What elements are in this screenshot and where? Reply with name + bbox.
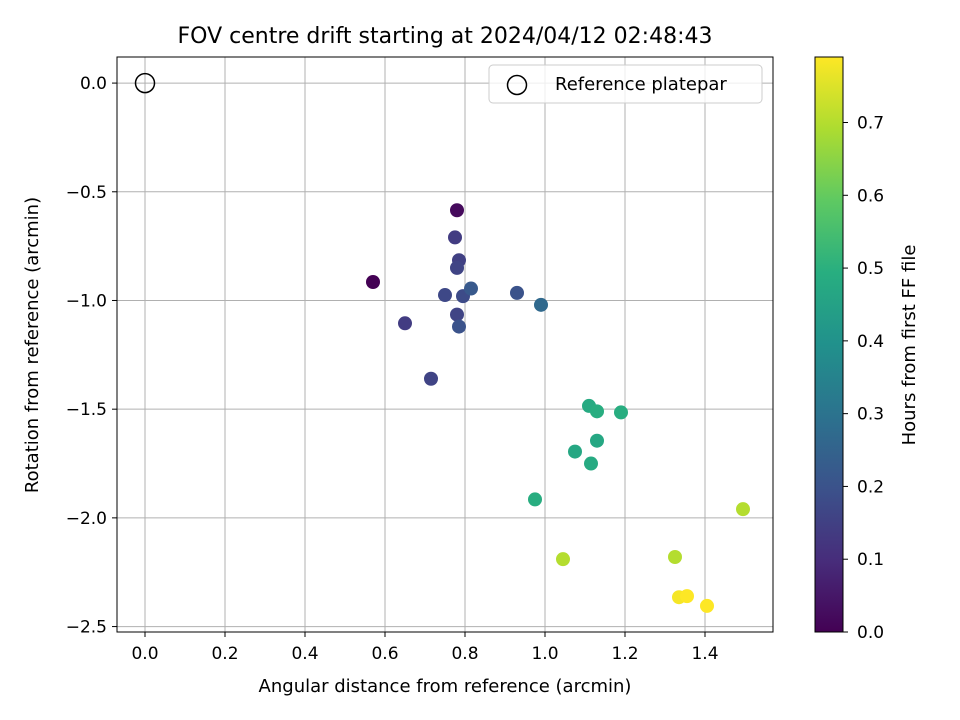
- x-tick-label: 0.8: [451, 644, 478, 664]
- y-tick-label: −2.0: [66, 509, 107, 529]
- y-axis-label: Rotation from reference (arcmin): [22, 197, 43, 493]
- data-point: [464, 281, 478, 296]
- x-axis-label: Angular distance from reference (arcmin): [259, 676, 632, 697]
- gridlines: [117, 57, 773, 632]
- data-point: [584, 456, 598, 471]
- x-tick-label: 1.2: [611, 644, 638, 664]
- y-tick-label: −0.5: [66, 183, 107, 203]
- legend-label: Reference platepar: [555, 74, 727, 95]
- data-point: [366, 275, 380, 289]
- legend: Reference platepar: [488, 64, 763, 104]
- legend-box: [488, 64, 763, 104]
- colorbar-ticks: 0.0 0.1 0.2 0.3 0.4 0.5 0.6 0.7: [843, 114, 884, 643]
- y-axis-ticks: 0.0 −0.5 −1.0 −1.5 −2.0 −2.5: [66, 74, 117, 638]
- data-point: [534, 297, 548, 312]
- y-tick-label: −1.0: [66, 291, 107, 311]
- x-tick-label: 0.0: [131, 644, 158, 664]
- y-tick-label: −1.5: [66, 400, 107, 420]
- data-point: [450, 260, 464, 275]
- reference-marker: [134, 72, 156, 94]
- x-tick-label: 0.4: [291, 644, 318, 664]
- x-tick-label: 1.0: [531, 644, 558, 664]
- colorbar: [814, 56, 844, 633]
- colorbar-tick-label: 0.7: [857, 114, 884, 134]
- data-point: [700, 598, 714, 613]
- data-point: [398, 316, 412, 331]
- data-point: [590, 404, 604, 419]
- data-point: [556, 552, 570, 567]
- data-points: [366, 203, 750, 613]
- data-point: [450, 307, 464, 322]
- data-point: [736, 502, 750, 517]
- colorbar-tick-label: 0.6: [857, 186, 884, 206]
- data-point: [668, 550, 682, 564]
- data-point: [424, 371, 438, 386]
- data-point: [450, 203, 464, 218]
- data-point: [528, 492, 542, 507]
- x-tick-label: 0.2: [211, 644, 238, 664]
- y-tick-label: 0.0: [80, 74, 107, 94]
- colorbar-label: Hours from first FF file: [899, 245, 920, 446]
- plot-frame: [116, 56, 774, 633]
- plot-area: [117, 57, 773, 632]
- x-axis-ticks: 0.0 0.2 0.4 0.6 0.8 1.0 1.2 1.4: [131, 632, 719, 664]
- reference-point: [134, 72, 156, 94]
- data-point: [448, 230, 462, 245]
- colorbar-tick-label: 0.2: [857, 477, 884, 497]
- data-point: [510, 285, 524, 300]
- data-point: [680, 589, 694, 604]
- data-point: [452, 319, 466, 334]
- data-point: [568, 444, 582, 459]
- y-tick-label: −2.5: [66, 618, 107, 638]
- colorbar-tick-label: 0.1: [857, 550, 884, 570]
- colorbar-tick-label: 0.0: [857, 623, 884, 643]
- colorbar-tick-label: 0.3: [857, 405, 884, 425]
- colorbar-tick-label: 0.5: [857, 259, 884, 279]
- data-point: [438, 288, 452, 303]
- legend-marker: [506, 74, 528, 96]
- x-tick-label: 0.6: [371, 644, 398, 664]
- data-point: [590, 433, 604, 448]
- x-tick-label: 1.4: [691, 644, 718, 664]
- chart-title: FOV centre drift starting at 2024/04/12 …: [178, 24, 713, 49]
- data-point: [614, 405, 628, 420]
- colorbar-tick-label: 0.4: [857, 332, 884, 352]
